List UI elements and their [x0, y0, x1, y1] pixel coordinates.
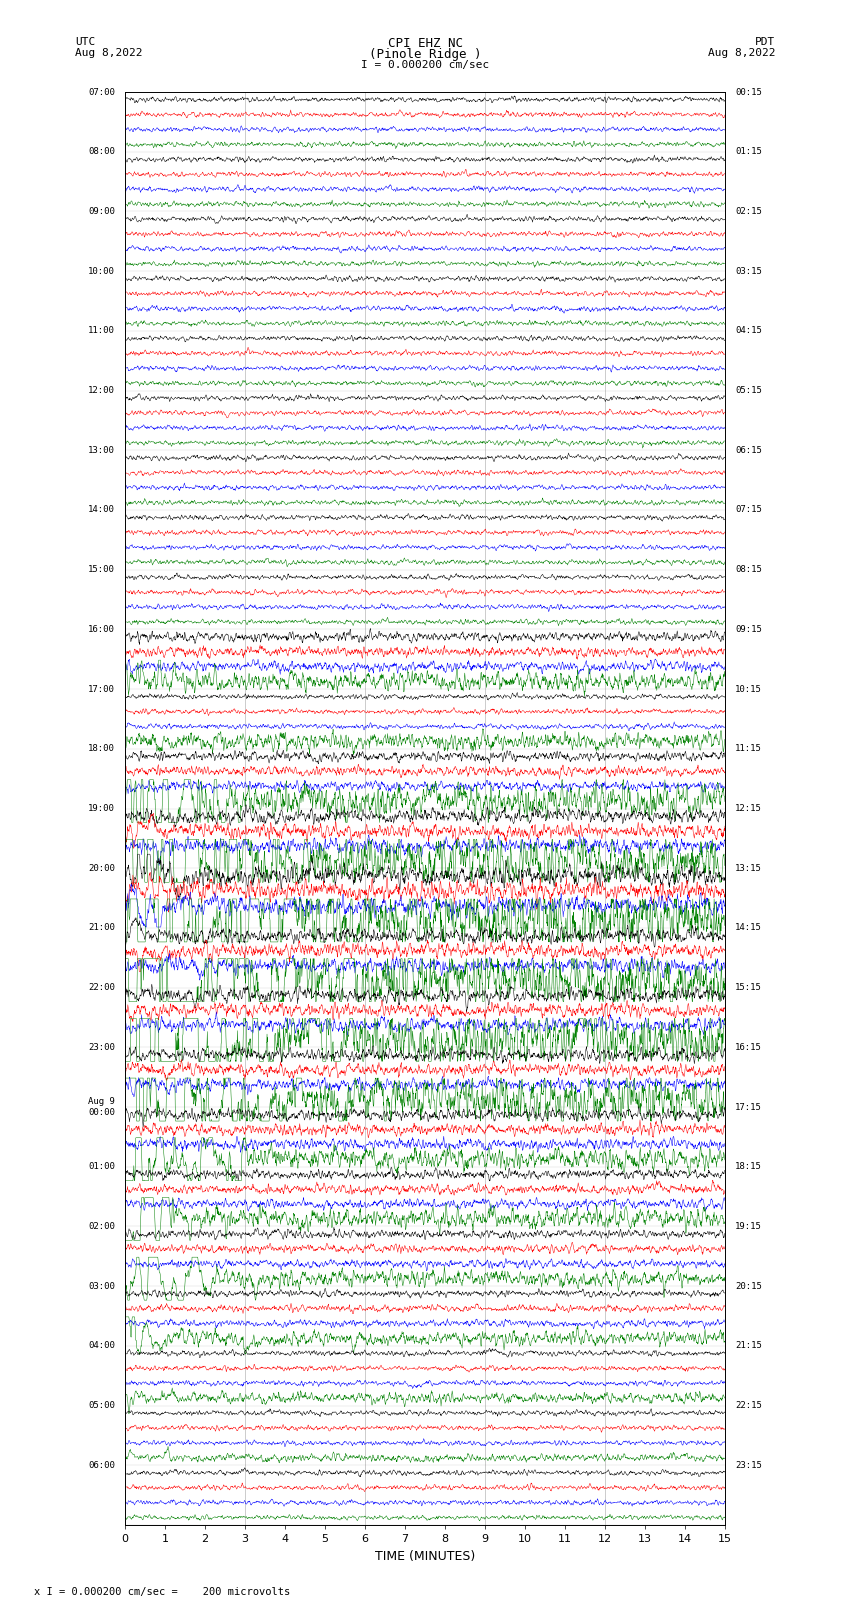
Text: 16:00: 16:00	[88, 624, 115, 634]
Text: PDT: PDT	[755, 37, 775, 47]
Text: 21:15: 21:15	[735, 1342, 762, 1350]
Text: 00:15: 00:15	[735, 87, 762, 97]
Text: 02:00: 02:00	[88, 1223, 115, 1231]
Text: 09:15: 09:15	[735, 624, 762, 634]
Text: I = 0.000200 cm/sec: I = 0.000200 cm/sec	[361, 60, 489, 69]
Text: 14:00: 14:00	[88, 505, 115, 515]
Text: 02:15: 02:15	[735, 206, 762, 216]
Text: 13:00: 13:00	[88, 445, 115, 455]
Text: 19:00: 19:00	[88, 803, 115, 813]
Text: x I = 0.000200 cm/sec =    200 microvolts: x I = 0.000200 cm/sec = 200 microvolts	[34, 1587, 290, 1597]
Text: UTC: UTC	[75, 37, 95, 47]
Text: Aug 8,2022: Aug 8,2022	[75, 48, 142, 58]
Text: 19:15: 19:15	[735, 1223, 762, 1231]
Text: 17:15: 17:15	[735, 1103, 762, 1111]
Text: 18:15: 18:15	[735, 1163, 762, 1171]
Text: 04:15: 04:15	[735, 326, 762, 336]
Text: 18:00: 18:00	[88, 744, 115, 753]
Text: 16:15: 16:15	[735, 1044, 762, 1052]
Text: 05:15: 05:15	[735, 386, 762, 395]
Text: 07:15: 07:15	[735, 505, 762, 515]
Text: 04:00: 04:00	[88, 1342, 115, 1350]
Text: 12:00: 12:00	[88, 386, 115, 395]
Text: 14:15: 14:15	[735, 923, 762, 932]
Text: 11:15: 11:15	[735, 744, 762, 753]
Text: 11:00: 11:00	[88, 326, 115, 336]
Text: 01:00: 01:00	[88, 1163, 115, 1171]
Text: 17:00: 17:00	[88, 684, 115, 694]
Text: 08:00: 08:00	[88, 147, 115, 156]
Text: 22:00: 22:00	[88, 982, 115, 992]
Text: 20:00: 20:00	[88, 863, 115, 873]
Text: 23:15: 23:15	[735, 1461, 762, 1469]
Text: 12:15: 12:15	[735, 803, 762, 813]
Text: 07:00: 07:00	[88, 87, 115, 97]
X-axis label: TIME (MINUTES): TIME (MINUTES)	[375, 1550, 475, 1563]
Text: 08:15: 08:15	[735, 565, 762, 574]
Text: 03:00: 03:00	[88, 1282, 115, 1290]
Text: 05:00: 05:00	[88, 1402, 115, 1410]
Text: Aug 9
00:00: Aug 9 00:00	[88, 1097, 115, 1116]
Text: 20:15: 20:15	[735, 1282, 762, 1290]
Text: 09:00: 09:00	[88, 206, 115, 216]
Text: Aug 8,2022: Aug 8,2022	[708, 48, 775, 58]
Text: 22:15: 22:15	[735, 1402, 762, 1410]
Text: 06:15: 06:15	[735, 445, 762, 455]
Text: 15:00: 15:00	[88, 565, 115, 574]
Text: 06:00: 06:00	[88, 1461, 115, 1469]
Text: 13:15: 13:15	[735, 863, 762, 873]
Text: 10:00: 10:00	[88, 266, 115, 276]
Text: (Pinole Ridge ): (Pinole Ridge )	[369, 48, 481, 61]
Text: 21:00: 21:00	[88, 923, 115, 932]
Text: 10:15: 10:15	[735, 684, 762, 694]
Text: CPI EHZ NC: CPI EHZ NC	[388, 37, 462, 50]
Text: 01:15: 01:15	[735, 147, 762, 156]
Text: 03:15: 03:15	[735, 266, 762, 276]
Text: 15:15: 15:15	[735, 982, 762, 992]
Text: 23:00: 23:00	[88, 1044, 115, 1052]
